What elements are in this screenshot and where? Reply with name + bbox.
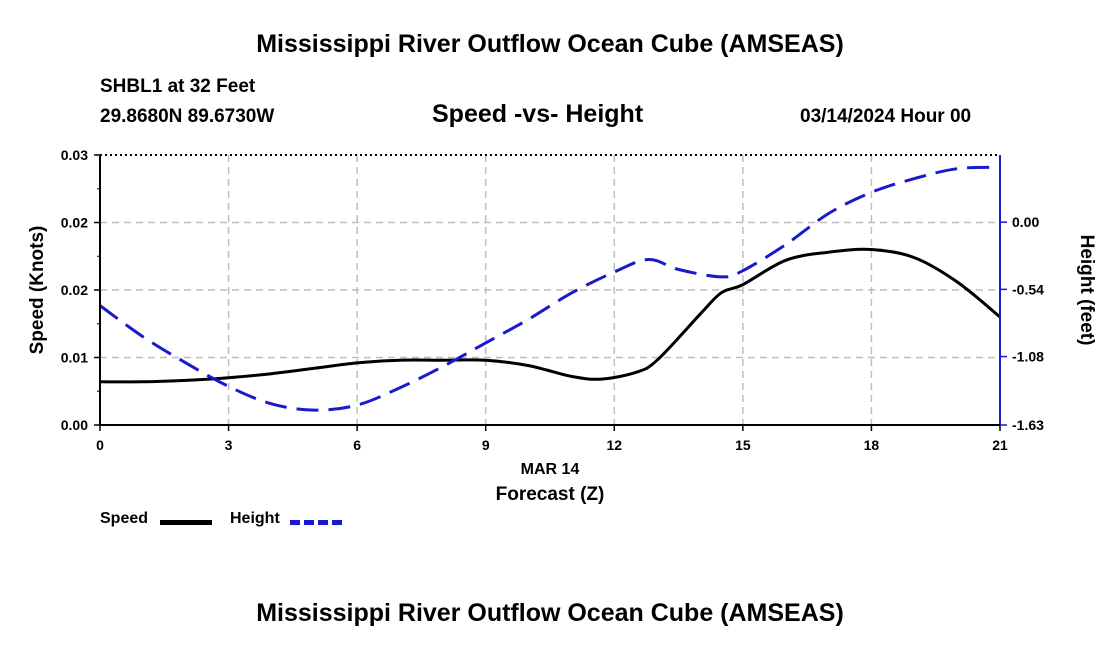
x-tick-label: 6 — [353, 437, 361, 453]
legend-height-label: Height — [230, 510, 280, 527]
x-tick-label: 9 — [482, 437, 490, 453]
x-tick-label: 12 — [606, 437, 622, 453]
y-left-tick-label: 0.02 — [61, 215, 88, 231]
x-tick-label: 3 — [225, 437, 233, 453]
legend-speed-label: Speed — [100, 510, 149, 527]
y-right-tick-label: -1.63 — [1012, 417, 1044, 433]
grid-lines — [100, 155, 1000, 425]
forecast-date: 03/14/2024 Hour 00 — [800, 106, 972, 127]
chart-footer-title: Mississippi River Outflow Ocean Cube (AM… — [256, 599, 844, 627]
y-right-tick-label: -0.54 — [1012, 281, 1044, 297]
chart-subtitle: Speed -vs- Height — [432, 100, 644, 128]
y-right-tick-label: 0.00 — [1012, 214, 1039, 230]
x-tick-label: 21 — [992, 437, 1008, 453]
y-left-tick-label: 0.03 — [61, 147, 88, 163]
x-tick-label: 0 — [96, 437, 104, 453]
y-left-tick-label: 0.00 — [61, 417, 88, 433]
axis-ticks: 0 3 6 9 12 15 18 21 0.00 0.01 0.02 0.02 0.03 -1.63 -1.… — [61, 147, 1044, 453]
data-series — [99, 165, 1001, 412]
station-coordinates: 29.8680N 89.6730W — [100, 106, 275, 127]
y-axis-right-label: Height (feet) — [1076, 235, 1097, 346]
y-axis-left-label: Speed (Knots) — [27, 226, 48, 355]
series-line-height — [99, 165, 1001, 412]
chart-main-title: Mississippi River Outflow Ocean Cube (AM… — [256, 30, 844, 58]
series-line-speed — [99, 247, 1001, 384]
legend-height-swatch — [290, 520, 342, 525]
x-axis-label: Forecast (Z) — [496, 484, 605, 505]
y-right-tick-label: -1.08 — [1012, 349, 1044, 365]
x-tick-label: 15 — [735, 437, 751, 453]
y-left-tick-label: 0.02 — [61, 282, 88, 298]
x-axis-date-label: MAR 14 — [521, 461, 580, 478]
x-tick-label: 18 — [864, 437, 880, 453]
legend-speed-swatch — [160, 520, 212, 525]
station-label: SHBL1 at 32 Feet — [100, 76, 256, 97]
y-left-tick-label: 0.01 — [61, 350, 88, 366]
